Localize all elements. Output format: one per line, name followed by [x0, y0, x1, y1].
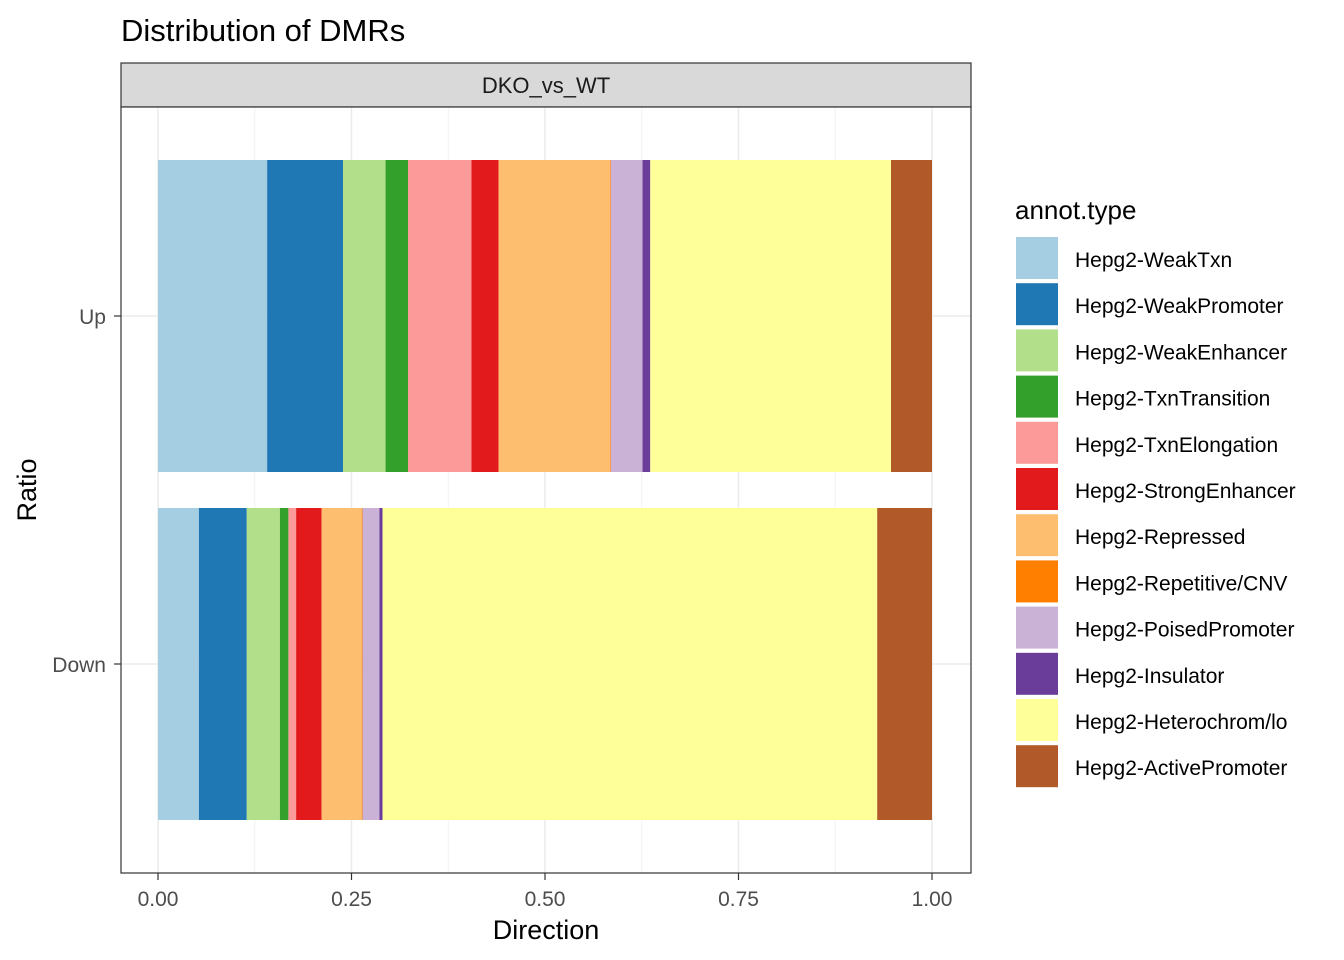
y-axis: Up Down	[52, 306, 121, 677]
x-axis-title: Direction	[493, 915, 600, 945]
bar-segment-down-hepg2-poisedpromoter	[362, 508, 380, 820]
bar-segment-down-hepg2-txnelongation	[288, 508, 297, 820]
bar-segment-down-hepg2-txntransition	[279, 508, 289, 820]
legend-title: annot.type	[1015, 195, 1136, 225]
bars-group	[158, 160, 932, 820]
legend-label: Hepg2-ActivePromoter	[1075, 757, 1287, 780]
x-tick-label: 0.50	[525, 888, 566, 911]
legend-label: Hepg2-StrongEnhancer	[1075, 480, 1296, 503]
legend-key	[1016, 283, 1058, 326]
facet-label: DKO_vs_WT	[482, 73, 610, 98]
bar-segment-down-hepg2-strongenhancer	[296, 508, 322, 820]
bar-segment-down-hepg2-weakenhancer	[246, 508, 280, 820]
bar-segment-down-hepg2-weaktxn	[158, 508, 199, 820]
x-axis: 0.00 0.25 0.50 0.75 1.00	[138, 873, 953, 911]
bar-segment-up-hepg2-repressed	[498, 160, 611, 472]
bar-segment-up-hepg2-weaktxn	[158, 160, 268, 472]
legend-label: Hepg2-TxnElongation	[1075, 434, 1278, 457]
legend-key	[1016, 514, 1058, 557]
bar-segment-down-hepg2-insulator	[379, 508, 383, 820]
chart-title: Distribution of DMRs	[121, 13, 405, 48]
y-tick-label: Down	[52, 654, 106, 677]
legend-label: Hepg2-WeakTxn	[1075, 249, 1232, 272]
legend-label: Hepg2-Repetitive/CNV	[1075, 572, 1287, 595]
legend-label: Hepg2-Repressed	[1075, 526, 1245, 549]
bar-segment-up-hepg2-heterochrom-lo	[650, 160, 891, 472]
bar-segment-down-hepg2-repetitive-cnv	[361, 508, 363, 820]
legend-label: Hepg2-PoisedPromoter	[1075, 619, 1294, 642]
bar-segment-down-hepg2-repressed	[321, 508, 362, 820]
bar-segment-down-hepg2-activepromoter	[877, 508, 932, 820]
legend-key	[1016, 421, 1058, 464]
facet-strip	[120, 62, 972, 108]
legend-key	[1016, 237, 1058, 279]
x-tick-label: 0.25	[331, 888, 372, 911]
legend-key	[1016, 560, 1058, 603]
bar-segment-up-hepg2-repetitive-cnv	[610, 160, 611, 472]
legend-key	[1016, 652, 1058, 695]
bar-segment-down-hepg2-heterochrom-lo	[382, 508, 878, 820]
y-axis-title: Ratio	[12, 458, 42, 521]
bar-segment-up-hepg2-strongenhancer	[471, 160, 499, 472]
bar-segment-up-hepg2-weakenhancer	[342, 160, 386, 472]
legend-key	[1016, 745, 1058, 788]
legend-key	[1016, 329, 1058, 372]
legend-label: Hepg2-WeakPromoter	[1075, 295, 1284, 318]
bar-segment-up-hepg2-insulator	[642, 160, 651, 472]
legend-key	[1016, 468, 1058, 510]
legend-key	[1016, 606, 1058, 649]
legend-label: Hepg2-Heterochrom/lo	[1075, 711, 1287, 734]
y-tick-label: Up	[79, 306, 106, 329]
legend-key	[1016, 699, 1058, 741]
bar-segment-up-hepg2-txntransition	[385, 160, 409, 472]
legend-label: Hepg2-WeakEnhancer	[1075, 341, 1287, 364]
bar-segment-up-hepg2-activepromoter	[890, 160, 932, 472]
x-tick-label: 1.00	[912, 888, 953, 911]
plot-border	[120, 106, 972, 874]
bar-segment-down-hepg2-weakpromoter	[198, 508, 247, 820]
bar-segment-up-hepg2-weakpromoter	[267, 160, 343, 472]
legend-label: Hepg2-TxnTransition	[1075, 388, 1270, 411]
x-tick-label: 0.00	[138, 888, 179, 911]
x-tick-label: 0.75	[718, 888, 759, 911]
legend-label: Hepg2-Insulator	[1075, 665, 1224, 688]
legend: Hepg2-WeakTxn Hepg2-WeakPromoter Hepg2-Wea…	[1016, 237, 1296, 788]
legend-key	[1016, 375, 1058, 418]
bar-segment-up-hepg2-poisedpromoter	[610, 160, 643, 472]
bar-segment-up-hepg2-txnelongation	[408, 160, 472, 472]
